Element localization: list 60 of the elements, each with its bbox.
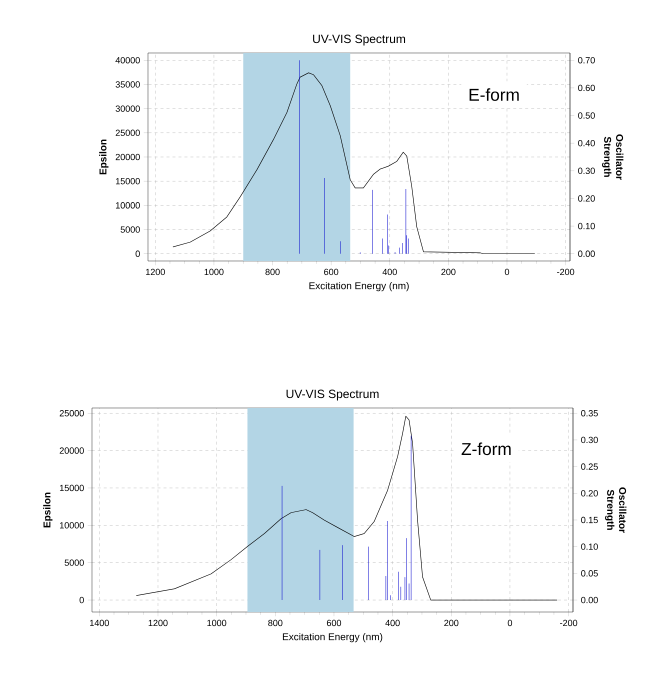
- y2-tick-label: 0.25: [581, 463, 598, 470]
- y-tick-label: 20000: [60, 447, 84, 454]
- y2-tick-label: 0.15: [581, 516, 598, 524]
- x-tick-label: 400: [385, 620, 400, 626]
- y2-tick-label: 0.70: [578, 57, 595, 64]
- y-tick-label: 10000: [116, 202, 140, 209]
- y-tick-label: 5000: [120, 226, 140, 233]
- y2-tick-label: 0.20: [578, 195, 595, 202]
- line-series: [172, 72, 536, 254]
- y2-tick-label: 0.05: [581, 570, 598, 577]
- x-tick-label: 200: [444, 620, 458, 626]
- y2-tick-label: 0.10: [578, 222, 595, 230]
- x-tick-label: -200: [557, 268, 574, 276]
- y-tick-label: 10000: [60, 522, 84, 528]
- y2-tick-label: 0.20: [581, 490, 598, 496]
- y2-tick-label: 0.50: [578, 112, 595, 119]
- x-axis-title: Excitation Energy (nm): [282, 632, 382, 642]
- y2-tick-label: 0.60: [578, 84, 595, 92]
- line-series: [136, 416, 558, 600]
- y2-tick-label: 0.40: [578, 140, 595, 146]
- x-tick-label: 200: [441, 268, 456, 276]
- y-axis-title: Epsilon: [99, 140, 108, 174]
- y-tick-label: 15000: [116, 178, 140, 184]
- y-tick-label: 5000: [64, 560, 84, 566]
- y-tick-label: 25000: [60, 410, 84, 416]
- x-axis-title: Excitation Energy (nm): [309, 282, 409, 292]
- x-tick-label: -200: [560, 620, 578, 626]
- y-tick-label: 40000: [115, 57, 140, 64]
- y-axis-title: Epsilon: [43, 492, 52, 528]
- x-tick-label: 0: [508, 620, 512, 626]
- y-tick-label: 0: [80, 596, 84, 604]
- y-tick-label: 35000: [116, 81, 140, 88]
- x-tick-label: 1000: [204, 268, 224, 276]
- y-tick-label: 20000: [116, 154, 140, 160]
- y-tick-label: 25000: [116, 130, 140, 136]
- annotation: Z-form: [462, 442, 511, 456]
- x-tick-label: 400: [382, 268, 397, 276]
- y2-axis-title: Oscillator Strength: [602, 134, 624, 180]
- annotation: E-form: [470, 88, 519, 101]
- x-tick-label: 1400: [90, 620, 109, 626]
- y2-tick-label: 0.00: [578, 250, 595, 257]
- x-tick-label: 600: [326, 620, 342, 626]
- x-tick-label: 0: [504, 268, 510, 276]
- y2-axis-title: Oscillator Strength: [605, 487, 626, 533]
- y2-tick-label: 0.35: [581, 410, 598, 416]
- y-tick-label: 15000: [60, 484, 84, 492]
- y-tick-label: 0: [136, 250, 140, 257]
- x-tick-label: 800: [265, 268, 280, 276]
- chart-title: UV-VIS Spectrum: [286, 390, 379, 400]
- x-tick-label: 1000: [207, 620, 226, 626]
- y2-tick-label: 0.10: [581, 543, 598, 550]
- x-tick-label: 1200: [148, 620, 168, 626]
- y2-tick-label: 0.00: [581, 596, 598, 604]
- x-tick-label: 800: [268, 620, 282, 626]
- y2-tick-label: 0.30: [581, 436, 598, 444]
- x-tick-label: 600: [324, 268, 338, 276]
- x-tick-label: 1200: [146, 268, 165, 276]
- y-tick-label: 30000: [116, 105, 140, 112]
- chart-title: UV-VIS Spectrum: [313, 34, 406, 46]
- y2-tick-label: 0.30: [578, 168, 595, 174]
